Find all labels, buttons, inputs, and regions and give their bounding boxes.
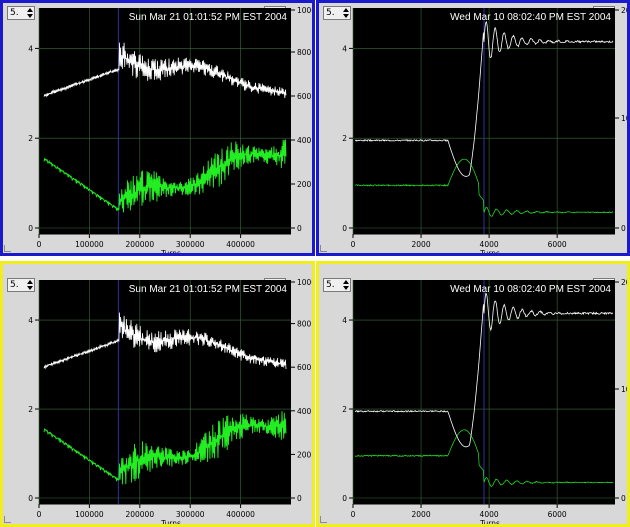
x-tick-label: 200000: [125, 510, 154, 519]
y-right-tick-label: 600: [297, 363, 312, 372]
plot-area: 0 2000 4000 6000 0 2 4 0 10 20 Turns Wed Mar 10 08:…: [342, 278, 627, 524]
resize-handle[interactable]: [320, 516, 327, 523]
left-spin-value: 5.: [326, 8, 335, 18]
x-tick-label: 4000: [480, 510, 499, 519]
y-left-tick-label: 4: [28, 316, 33, 325]
y-right-tick-label: 600: [297, 92, 312, 101]
y-right-tick-label: 0: [297, 224, 302, 233]
y-right-tick-label: 20: [621, 278, 627, 287]
trace-white: [43, 312, 287, 370]
x-tick-label: 200000: [125, 240, 154, 249]
x-axis-label: Turns: [479, 249, 500, 253]
x-tick-label: 400000: [226, 240, 255, 249]
y-right-tick-label: 1000: [297, 6, 312, 15]
x-tick-label: 300000: [176, 510, 205, 519]
y-left-tick-label: 2: [342, 405, 347, 414]
x-tick-label: 4000: [480, 240, 499, 249]
left-spin-box[interactable]: 5.: [7, 6, 35, 20]
spin-arrows-icon[interactable]: [343, 280, 349, 290]
y-left-tick-label: 4: [28, 44, 33, 53]
y-right-tick-label: 200: [297, 450, 312, 459]
plot-background: [39, 8, 291, 234]
trace-green: [354, 158, 613, 217]
y-left-tick-label: 0: [28, 494, 33, 503]
left-spin-value: 5.: [10, 280, 19, 290]
spin-arrows-icon[interactable]: [27, 280, 33, 290]
y-right-tick-label: 0: [297, 494, 302, 503]
x-tick-label: 0: [37, 510, 42, 519]
plot-panel-top-right: 5. 1 020004000600002401020TurnsWed Mar 1…: [316, 0, 630, 256]
y-right-tick-label: 0: [621, 224, 626, 233]
resize-handle[interactable]: [4, 245, 11, 252]
y-right-tick-label: 400: [297, 407, 312, 416]
resize-handle[interactable]: [4, 516, 11, 523]
x-tick-label: 100000: [75, 240, 104, 249]
x-tick-label: 6000: [548, 240, 567, 249]
spin-arrows-icon[interactable]: [27, 8, 33, 18]
x-tick-label: 2000: [412, 510, 431, 519]
x-tick-label: 300000: [176, 240, 205, 249]
spin-arrows-icon[interactable]: [343, 8, 349, 18]
y-right-tick-label: 1000: [297, 278, 312, 287]
trace-white: [354, 292, 614, 448]
y-right-tick-label: 0: [621, 494, 626, 503]
plot-panel-bottom-left: 5. 1 01000002000003000004000000240200400…: [0, 261, 315, 527]
x-axis-label: Turns: [160, 249, 181, 253]
trace-white: [354, 21, 614, 177]
y-left-tick-label: 2: [28, 134, 33, 143]
y-left-tick-label: 0: [342, 224, 347, 233]
left-spin-box[interactable]: 5.: [7, 278, 35, 292]
y-right-tick-label: 800: [297, 320, 312, 329]
plot-area: 0 2000 4000 6000 0 2 4 0 10 20 Turns Wed Mar 10 08:…: [342, 6, 627, 253]
y-right-tick-label: 20: [621, 6, 627, 15]
y-right-tick-label: 200: [297, 180, 312, 189]
x-tick-label: 100000: [75, 510, 104, 519]
x-axis-label: Turns: [479, 519, 500, 524]
y-left-tick-label: 2: [342, 134, 347, 143]
trace-green: [354, 429, 614, 487]
y-left-tick-label: 0: [28, 224, 33, 233]
timestamp-label: Wed Mar 10 08:02:40 PM EST 2004: [450, 284, 611, 295]
y-left-tick-label: 2: [28, 405, 33, 414]
y-right-tick-label: 10: [621, 385, 627, 394]
resize-handle[interactable]: [320, 245, 327, 252]
x-tick-label: 0: [351, 510, 356, 519]
timestamp-label: Sun Mar 21 01:01:52 PM EST 2004: [129, 12, 288, 23]
plot-panel-bottom-right: 5. 1 020004000600002401020TurnsWed Mar 1…: [316, 261, 630, 527]
plot-background: [39, 280, 291, 504]
y-left-tick-label: 4: [342, 316, 347, 325]
y-left-tick-label: 4: [342, 44, 347, 53]
left-spin-box[interactable]: 5.: [323, 6, 351, 20]
x-tick-label: 2000: [412, 240, 431, 249]
left-spin-value: 5.: [10, 8, 19, 18]
plot-area: 0 100000 200000 300000 400000 0 2 4 0 200 400 600 80…: [28, 6, 312, 253]
timestamp-label: Sun Mar 21 01:01:52 PM EST 2004: [129, 284, 288, 295]
plot-area: 0 100000 200000 300000 400000 0 2 4 0 200 400 600 80…: [28, 278, 312, 524]
timestamp-label: Wed Mar 10 08:02:40 PM EST 2004: [450, 12, 611, 23]
x-tick-label: 0: [351, 240, 356, 249]
trace-green: [43, 139, 287, 213]
x-tick-label: 0: [37, 240, 42, 249]
y-left-tick-label: 0: [342, 494, 347, 503]
left-spin-box[interactable]: 5.: [323, 278, 351, 292]
plot-panel-top-left: 5. 1 01000002000003000004000000240200400…: [0, 0, 315, 256]
x-tick-label: 6000: [548, 510, 567, 519]
trace-green: [43, 411, 287, 485]
y-right-tick-label: 10: [621, 114, 627, 123]
left-spin-value: 5.: [326, 280, 335, 290]
y-right-tick-label: 400: [297, 136, 312, 145]
y-right-tick-label: 800: [297, 48, 312, 57]
trace-white: [43, 42, 287, 99]
x-tick-label: 400000: [226, 510, 255, 519]
x-axis-label: Turns: [160, 519, 181, 524]
